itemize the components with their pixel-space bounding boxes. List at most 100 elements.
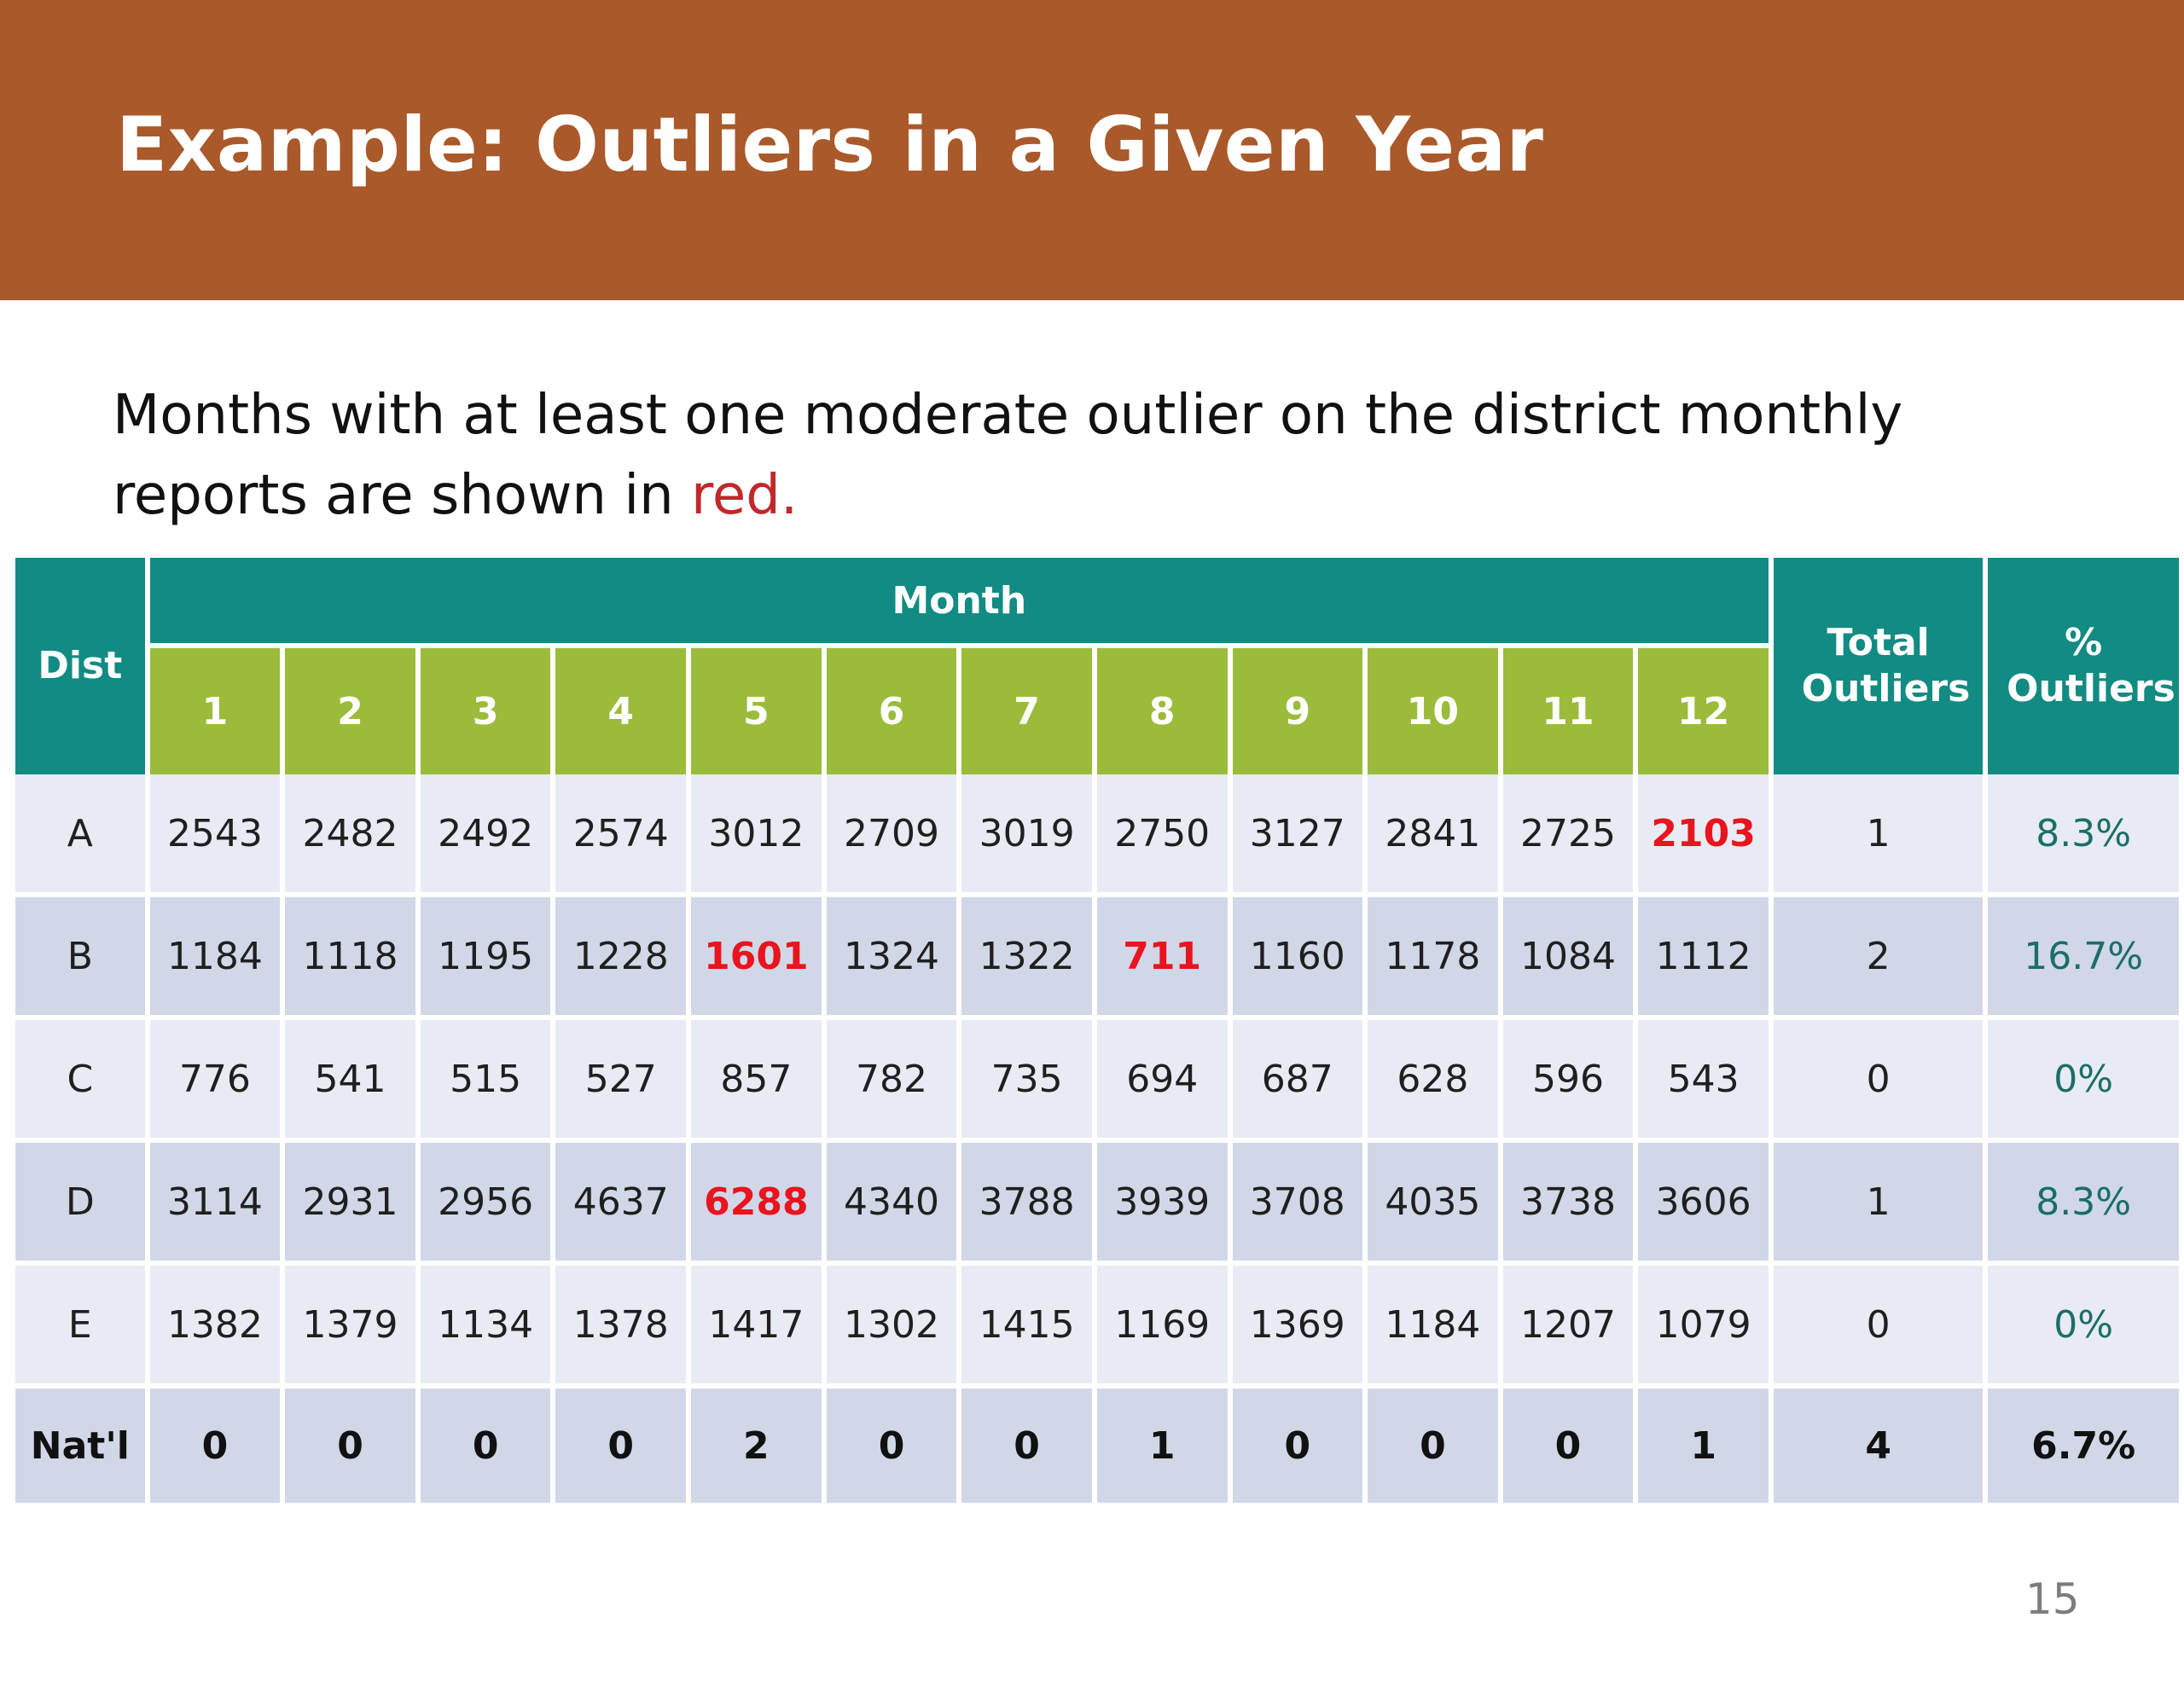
outlier-value-cell: 1601: [691, 897, 822, 1020]
month-header-1: 1: [149, 643, 281, 774]
value-cell: 2574: [555, 774, 687, 897]
total-outliers-cell: 1: [1773, 1143, 1984, 1266]
value-cell: 1417: [691, 1266, 822, 1388]
pct-outliers-cell: 8.3%: [1988, 774, 2179, 897]
value-cell: 543: [1638, 1020, 1769, 1143]
title-bar: [0, 0, 2184, 300]
national-total-cell: 4: [1773, 1388, 1984, 1503]
value-cell: 1322: [961, 897, 1092, 1020]
value-cell: 3012: [691, 774, 822, 897]
month-header-3: 3: [420, 643, 551, 774]
dist-header: Dist: [15, 558, 145, 774]
value-cell: 2750: [1096, 774, 1228, 897]
value-cell: 3127: [1232, 774, 1363, 897]
pct-outliers-header-text: % Outliers: [2007, 621, 2175, 710]
value-cell: 4637: [555, 1143, 687, 1266]
table-row: A 2543 2482 2492 2574 3012 2709 3019 2750 3127 284…: [15, 774, 2179, 897]
value-cell: 1207: [1502, 1266, 1634, 1388]
dist-cell: C: [15, 1020, 145, 1143]
total-outliers-header: Total Outliers: [1773, 558, 1984, 774]
value-cell: 1160: [1232, 897, 1363, 1020]
subtitle-red-text: red.: [691, 464, 799, 527]
value-cell: 4035: [1368, 1143, 1498, 1266]
value-cell: 527: [555, 1020, 687, 1143]
value-cell: 596: [1502, 1020, 1634, 1143]
table-row: D 3114 2931 2956 4637 6288 4340 3788 3939 3708 403…: [15, 1143, 2179, 1266]
outlier-value-cell: 711: [1096, 897, 1228, 1020]
national-value-cell: 0: [1368, 1388, 1498, 1503]
month-header-5: 5: [691, 643, 822, 774]
slide-subtitle: Months with at least one moderate outlie…: [113, 375, 2075, 536]
month-number-row: 1 2 3 4 5 6 7 8 9 10 11 12: [15, 643, 2179, 774]
value-cell: 2482: [285, 774, 415, 897]
value-cell: 3788: [961, 1143, 1092, 1266]
national-value-cell: 1: [1638, 1388, 1769, 1503]
value-cell: 3738: [1502, 1143, 1634, 1266]
value-cell: 1324: [826, 897, 957, 1020]
total-outliers-cell: 1: [1773, 774, 1984, 897]
national-value-cell: 0: [420, 1388, 551, 1503]
value-cell: 2543: [149, 774, 281, 897]
value-cell: 694: [1096, 1020, 1228, 1143]
value-cell: 782: [826, 1020, 957, 1143]
value-cell: 1112: [1638, 897, 1769, 1020]
value-cell: 857: [691, 1020, 822, 1143]
pct-outliers-header: % Outliers: [1988, 558, 2179, 774]
value-cell: 1228: [555, 897, 687, 1020]
value-cell: 687: [1232, 1020, 1363, 1143]
value-cell: 2956: [420, 1143, 551, 1266]
pct-outliers-cell: 16.7%: [1988, 897, 2179, 1020]
outlier-value-cell: 2103: [1638, 774, 1769, 897]
value-cell: 2725: [1502, 774, 1634, 897]
page-number: 15: [2025, 1574, 2080, 1624]
value-cell: 1079: [1638, 1266, 1769, 1388]
national-value-cell: 0: [285, 1388, 415, 1503]
value-cell: 4340: [826, 1143, 957, 1266]
month-header-4: 4: [555, 643, 687, 774]
value-cell: 515: [420, 1020, 551, 1143]
value-cell: 3114: [149, 1143, 281, 1266]
table-row: E 1382 1379 1134 1378 1417 1302 1415 1169 1369 118…: [15, 1266, 2179, 1388]
total-outliers-cell: 0: [1773, 1266, 1984, 1388]
national-value-cell: 0: [149, 1388, 281, 1503]
month-header-12: 12: [1638, 643, 1769, 774]
national-value-cell: 0: [1232, 1388, 1363, 1503]
total-outliers-cell: 2: [1773, 897, 1984, 1020]
value-cell: 1178: [1368, 897, 1498, 1020]
month-header-11: 11: [1502, 643, 1634, 774]
total-outliers-cell: 0: [1773, 1020, 1984, 1143]
value-cell: 1084: [1502, 897, 1634, 1020]
national-value-cell: 0: [826, 1388, 957, 1503]
month-header-10: 10: [1368, 643, 1498, 774]
value-cell: 1184: [1368, 1266, 1498, 1388]
outlier-value-cell: 6288: [691, 1143, 822, 1266]
value-cell: 541: [285, 1020, 415, 1143]
value-cell: 1302: [826, 1266, 957, 1388]
national-value-cell: 2: [691, 1388, 822, 1503]
subtitle-text: Months with at least one moderate outlie…: [113, 384, 1903, 527]
value-cell: 3606: [1638, 1143, 1769, 1266]
national-value-cell: 0: [961, 1388, 1092, 1503]
national-value-cell: 1: [1096, 1388, 1228, 1503]
pct-outliers-cell: 8.3%: [1988, 1143, 2179, 1266]
national-row: Nat'l 0 0 0 0 2 0 0 1 0 0 0 1 4 6.7%: [15, 1388, 2179, 1503]
table-row: B 1184 1118 1195 1228 1601 1324 1322 711 1160 1178…: [15, 897, 2179, 1020]
table-row: C 776 541 515 527 857 782 735 694 687 628 596 543 0 0%: [15, 1020, 2179, 1143]
month-header: Month: [149, 558, 1769, 643]
total-outliers-header-text: Total Outliers: [1801, 621, 1971, 710]
value-cell: 1369: [1232, 1266, 1363, 1388]
table-body: A 2543 2482 2492 2574 3012 2709 3019 2750 3127 284…: [15, 774, 2179, 1503]
value-cell: 1195: [420, 897, 551, 1020]
value-cell: 2841: [1368, 774, 1498, 897]
national-pct-cell: 6.7%: [1988, 1388, 2179, 1503]
month-header-2: 2: [285, 643, 415, 774]
dist-cell: D: [15, 1143, 145, 1266]
month-header-7: 7: [961, 643, 1092, 774]
value-cell: 3019: [961, 774, 1092, 897]
value-cell: 1169: [1096, 1266, 1228, 1388]
dist-cell: B: [15, 897, 145, 1020]
month-header-9: 9: [1232, 643, 1363, 774]
slide-title: Example: Outliers in a Given Year: [116, 101, 1544, 188]
month-header-6: 6: [826, 643, 957, 774]
